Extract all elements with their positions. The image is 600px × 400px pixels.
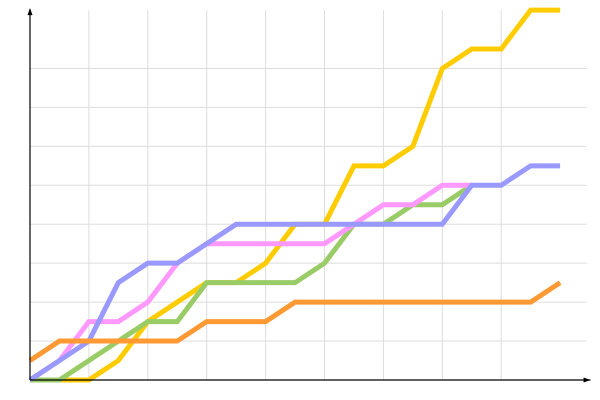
- series-line-4: [28, 163, 561, 383]
- series-line-2: [30, 183, 474, 383]
- grid: [30, 10, 587, 380]
- series-lines: [28, 7, 562, 383]
- series-line-3: [28, 182, 472, 383]
- series-line-5: [28, 280, 562, 363]
- series-line-1: [30, 7, 561, 383]
- axes: [27, 8, 591, 383]
- y-axis-arrow: [27, 8, 33, 16]
- x-axis-arrow: [583, 377, 591, 383]
